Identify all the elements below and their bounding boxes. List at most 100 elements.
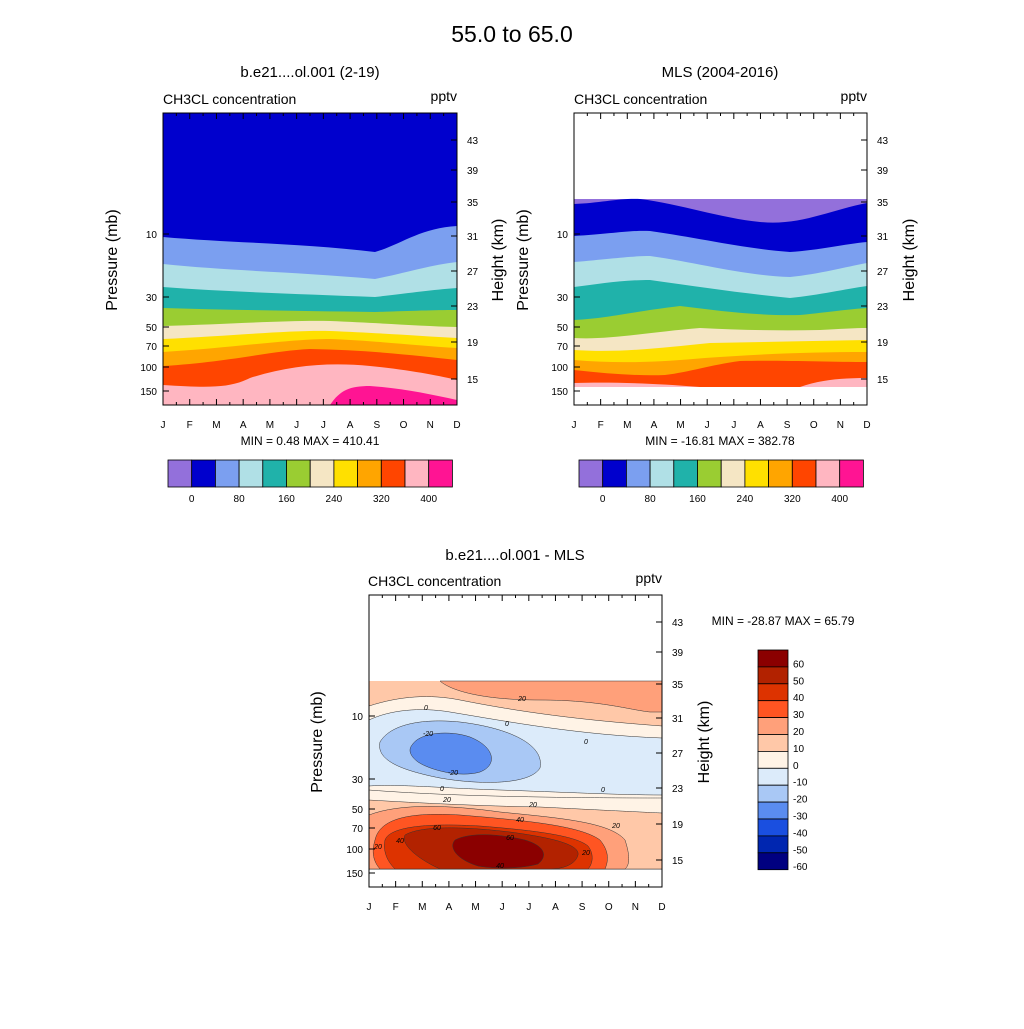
height-tick-label: 31 (877, 232, 889, 243)
month-tick-label: F (393, 902, 399, 913)
month-tick-label: M (623, 420, 631, 431)
diff-region-60 (452, 834, 544, 869)
panel-mls: MLS (2004-2016) CH3CL concentration pptv… (515, 64, 918, 505)
month-tick-label: M (266, 420, 274, 431)
month-tick-label: D (453, 420, 460, 431)
y2-axis-title: Height (km) (490, 219, 507, 302)
pressure-tick-label: 50 (557, 323, 569, 334)
pressure-tick-label: 150 (140, 387, 157, 398)
month-tick-label: N (632, 902, 639, 913)
contour-label: 40 (496, 863, 504, 870)
height-tick-label: 23 (877, 302, 889, 313)
panel-mls-axes: J F M A M J J A S O N D 10 30 50 70 100 150 43 39 35 31 27 23 19… (515, 113, 918, 431)
colorbar-swatch (815, 459, 841, 488)
month-tick-label: M (471, 902, 479, 913)
pressure-tick-label: 30 (146, 293, 158, 304)
colorbar-label: 160 (278, 494, 295, 505)
colorbar-label: 80 (645, 494, 657, 505)
height-tick-label: 27 (672, 749, 684, 760)
colorbar-swatch (286, 459, 311, 488)
contour-label: 0 (440, 786, 444, 793)
height-tick-label: 15 (877, 375, 889, 386)
month-tick-label: D (658, 902, 665, 913)
figure-title: 55.0 to 65.0 (451, 21, 573, 47)
colorbar-swatch (757, 649, 789, 668)
panel-diff-contour-labels: 20 0 -20 0 0 -20 0 0 20 20 40 40 20 20 20 60 60 40 (373, 696, 620, 870)
panel-mls-right-label: pptv (841, 88, 867, 104)
month-tick-label: O (810, 420, 818, 431)
month-tick-label: J (526, 902, 531, 913)
panel-mls-colorbar: 0 80 160 240 320 400 (578, 459, 864, 505)
colorbar-label: 400 (420, 494, 437, 505)
month-tick-label: A (446, 902, 453, 913)
colorbar-swatch (744, 459, 770, 488)
pressure-tick-label: 100 (551, 363, 568, 374)
month-tick-label: M (418, 902, 426, 913)
height-tick-label: 43 (467, 136, 479, 147)
pressure-tick-label: 50 (146, 323, 158, 334)
height-tick-label: 39 (877, 166, 889, 177)
pressure-tick-label: 50 (352, 805, 364, 816)
colorbar-swatch (380, 459, 406, 488)
height-tick-label: 39 (672, 648, 684, 659)
colorbar-label: -20 (793, 795, 808, 806)
month-tick-label: J (367, 902, 372, 913)
colorbar-swatch (673, 459, 698, 488)
colorbar-label: -40 (793, 828, 808, 839)
height-tick-label: 39 (467, 166, 479, 177)
y2-axis-title: Height (km) (696, 701, 713, 784)
contour-label: 40 (396, 838, 404, 845)
colorbar-swatch (649, 459, 675, 488)
colorbar-swatch (404, 459, 430, 488)
month-tick-label: F (187, 420, 193, 431)
colorbar-label: 320 (784, 494, 801, 505)
height-tick-label: 15 (672, 856, 684, 867)
contour-label: 20 (528, 802, 537, 809)
height-tick-label: 43 (672, 618, 684, 629)
pressure-tick-label: 10 (352, 712, 364, 723)
month-tick-label: A (347, 420, 354, 431)
month-tick-label: S (373, 420, 380, 431)
contour-label: 20 (373, 844, 382, 851)
colorbar-swatch (697, 459, 722, 488)
y-axis-title: Pressure (mb) (104, 209, 121, 310)
colorbar-label: 50 (793, 676, 805, 687)
panel-diff-stats: MIN = -28.87 MAX = 65.79 (712, 614, 855, 628)
month-tick-label: J (705, 420, 710, 431)
month-tick-label: A (757, 420, 764, 431)
colorbar-label: -60 (793, 862, 808, 873)
colorbar-swatch (167, 459, 193, 488)
colorbar-label: 80 (234, 494, 246, 505)
contour-label: 20 (442, 797, 451, 804)
colorbar-label: -10 (793, 778, 808, 789)
contour-label: -20 (448, 770, 458, 777)
pressure-tick-label: 10 (557, 230, 569, 241)
colorbar-swatch (757, 784, 789, 803)
colorbar-swatch (757, 666, 789, 685)
contour-label: 40 (516, 817, 524, 824)
pressure-tick-label: 150 (346, 869, 363, 880)
colorbar-label: 400 (831, 494, 848, 505)
colorbar-label: 0 (793, 761, 799, 772)
colorbar-swatch (757, 801, 789, 820)
colorbar-swatch (791, 459, 817, 488)
colorbar-swatch (757, 683, 789, 702)
colorbar-swatch (720, 459, 746, 488)
month-tick-label: M (676, 420, 684, 431)
colorbar-swatch (757, 835, 789, 854)
month-tick-label: J (294, 420, 299, 431)
colorbar-swatch (757, 700, 789, 719)
model-band-400 (330, 386, 457, 405)
y-axis-title: Pressure (mb) (309, 691, 326, 792)
contour-label: 20 (581, 850, 590, 857)
panel-diff-left-label: CH3CL concentration (368, 573, 501, 589)
pressure-tick-label: 70 (146, 342, 158, 353)
colorbar-label: 0 (600, 494, 606, 505)
colorbar-swatch (191, 459, 216, 488)
colorbar-label: 10 (793, 744, 805, 755)
height-tick-label: 19 (877, 338, 889, 349)
panel-model-axes: J F M A M J J A S O N D 10 30 50 70 100 150 43 39 35 31 27 23 19… (104, 113, 507, 431)
colorbar-swatch (602, 459, 627, 488)
month-tick-label: A (552, 902, 559, 913)
